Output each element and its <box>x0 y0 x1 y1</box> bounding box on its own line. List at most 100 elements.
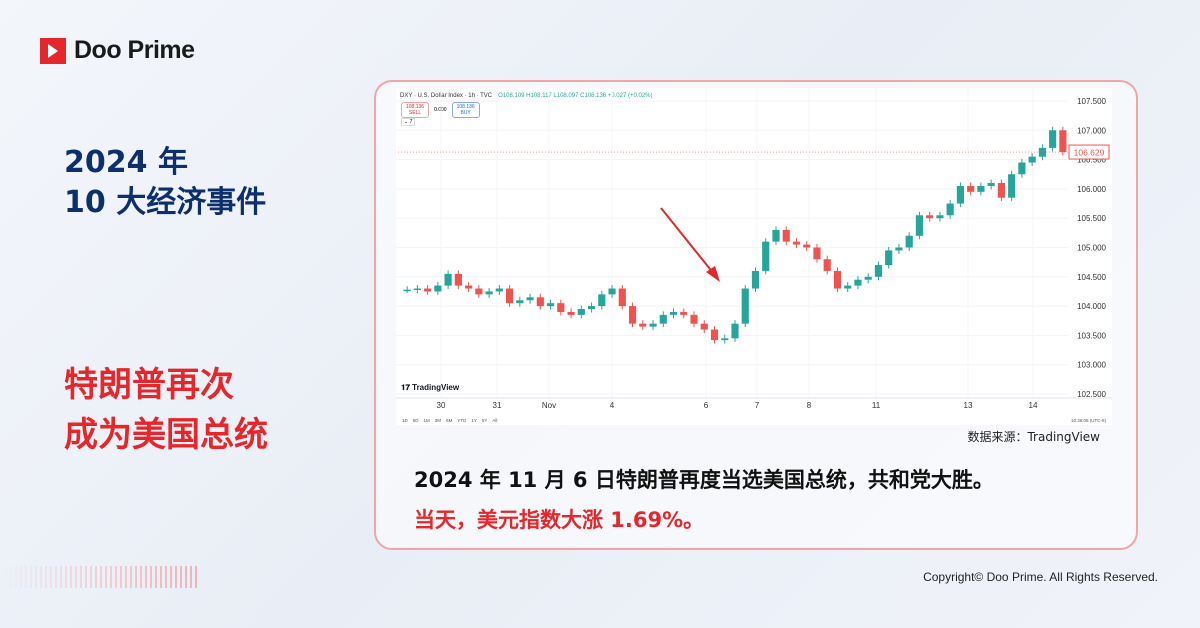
decorative-stripes <box>0 566 200 588</box>
title-line-1: 2024 年 <box>64 145 188 180</box>
candle <box>782 229 790 242</box>
candle <box>741 288 749 324</box>
candle <box>1049 130 1057 148</box>
candle <box>628 306 637 324</box>
x-tick-label: 4 <box>610 401 615 410</box>
candle <box>618 288 626 307</box>
range-selector: 1D 5D 1M 3M 6M YTD 1Y 5Y All <box>402 418 497 423</box>
candle <box>567 311 575 315</box>
candle <box>577 309 585 315</box>
event-line-1: 特朗普再次 <box>64 365 234 405</box>
title-line-2: 10 大经济事件 <box>64 185 267 220</box>
logo-icon <box>40 37 66 64</box>
candle <box>465 285 473 289</box>
buy-price: 108.136 <box>456 104 475 110</box>
watermark-text: TradingView <box>412 383 460 392</box>
logo-text: Doo Prime <box>74 36 195 64</box>
candle <box>844 285 852 289</box>
candle <box>690 314 698 324</box>
candle <box>874 265 883 277</box>
range-button[interactable]: YTD <box>457 418 467 423</box>
range-button[interactable]: 1Y <box>471 418 477 423</box>
candle <box>444 273 452 286</box>
candle <box>505 288 514 304</box>
last-price-badge <box>1068 144 1110 160</box>
candle <box>516 300 524 304</box>
candle <box>669 311 678 315</box>
range-button[interactable]: 5D <box>412 418 419 423</box>
candle <box>762 241 770 271</box>
candle <box>639 323 647 327</box>
range-button[interactable]: 3M <box>434 418 442 423</box>
candle <box>1018 162 1026 175</box>
candle <box>424 288 432 292</box>
range-button[interactable]: 1M <box>423 418 430 423</box>
candle <box>854 279 862 286</box>
candle <box>608 288 616 295</box>
x-tick-label: 6 <box>704 401 709 410</box>
candle <box>526 297 534 301</box>
candle <box>946 203 954 216</box>
buy-label: BUY <box>460 110 471 116</box>
candle <box>700 323 708 330</box>
candle <box>1008 174 1016 198</box>
candle <box>587 306 596 310</box>
logo: Doo Prime <box>40 36 195 65</box>
candle <box>1038 147 1046 157</box>
candle <box>659 314 667 324</box>
candle <box>936 215 944 219</box>
series-title: 2024 年 10 大经济事件 <box>64 143 266 223</box>
candle <box>434 285 442 292</box>
chart-screenshot: DXY · U.S. Dollar Index · 1h · TVC O108.… <box>396 88 1112 425</box>
tradingview-watermark: 𝟏𝟕 TradingView <box>401 383 460 392</box>
y-tick-label: 106.500 <box>1077 156 1106 165</box>
buy-button[interactable]: 108.136 BUY <box>451 102 480 118</box>
range-button[interactable]: 5Y <box>481 418 488 423</box>
x-tick-label: 7 <box>755 401 760 410</box>
candle <box>977 185 985 192</box>
range-button[interactable]: 6M <box>446 418 453 423</box>
candle <box>680 311 688 315</box>
candle <box>710 329 719 341</box>
candle <box>546 303 555 307</box>
candle <box>413 288 421 291</box>
candle <box>895 247 903 251</box>
indicator-toggle[interactable]: ⌄ 7 <box>401 118 416 126</box>
candle <box>485 291 493 295</box>
event-title: 特朗普再次 成为美国总统 <box>64 360 268 460</box>
candle <box>915 215 924 236</box>
candle <box>823 259 831 271</box>
candle <box>721 338 729 341</box>
candle <box>926 215 934 219</box>
y-tick-label: 107.500 <box>1077 97 1106 106</box>
candle <box>403 289 411 292</box>
symbol-label: DXY · U.S. Dollar Index · 1h · TVC <box>400 93 493 99</box>
ohlc-readout: O108.109 H108.117 L108.097 C108.136 +0.0… <box>498 93 653 99</box>
candle <box>598 294 606 307</box>
arrow-head-icon <box>706 266 720 282</box>
candle <box>557 303 565 312</box>
candle <box>864 276 872 280</box>
caption-line-1: 2024 年 11 月 6 日特朗普再度当选美国总统，共和党大胜。 <box>414 468 994 492</box>
range-button[interactable]: 1D <box>402 418 408 423</box>
candle <box>772 229 780 242</box>
candle <box>833 270 842 289</box>
spread: 0.000 <box>434 107 447 113</box>
candle <box>751 270 760 289</box>
candle <box>536 297 544 307</box>
x-tick-label: 14 <box>1029 401 1038 410</box>
x-tick-label: Nov <box>542 401 556 410</box>
y-tick-label: 107.000 <box>1077 126 1106 135</box>
y-tick-label: 104.500 <box>1077 273 1106 282</box>
candle <box>454 273 462 286</box>
sell-button[interactable]: 108.136 SELL <box>401 102 430 118</box>
range-button[interactable]: All <box>492 418 498 423</box>
candle <box>997 183 1005 198</box>
y-tick-label: 104.000 <box>1077 302 1106 311</box>
y-tick-label: 105.000 <box>1077 244 1106 253</box>
candle <box>792 241 801 245</box>
candle <box>1028 156 1036 163</box>
candle <box>731 323 739 339</box>
candlestick-chart[interactable]: 107.500 107.000 106.500 106.000 105.500 105.0… <box>396 88 1112 425</box>
y-tick-label: 103.000 <box>1077 361 1106 370</box>
